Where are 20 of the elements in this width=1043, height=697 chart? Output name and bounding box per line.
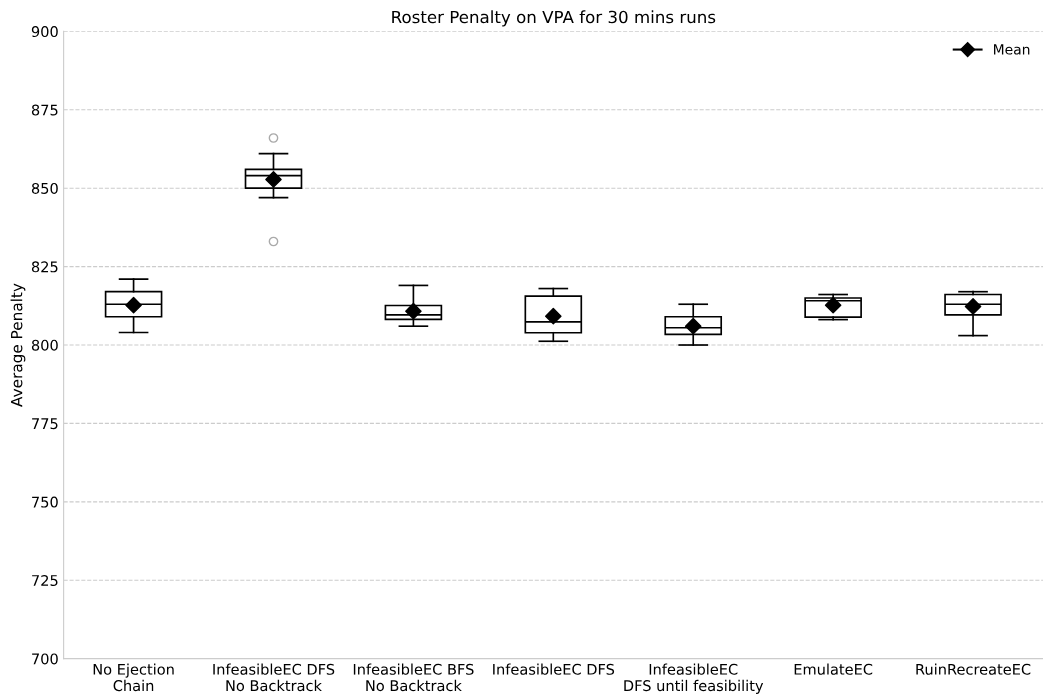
chart-title: Roster Penalty on VPA for 30 mins runs [392, 10, 716, 27]
y-tick-label: 875 [31, 104, 58, 116]
y-axis-title: Average Penalty [10, 283, 26, 407]
y-tick-label: 850 [31, 182, 58, 194]
x-tick-label: InfeasibleEC DFS until feasibility [624, 663, 764, 694]
y-tick-label: 900 [31, 26, 58, 38]
x-tick-label: EmulateEC [794, 663, 873, 675]
legend-label: Mean [994, 44, 1030, 55]
x-tick-label: No Ejection Chain [93, 663, 174, 692]
x-tick-label: InfeasibleEC DFS No Backtrack [213, 663, 335, 692]
x-tick-label: RuinRecreateEC [916, 663, 1031, 675]
point [405, 302, 422, 320]
y-tick-label: 750 [32, 496, 58, 508]
y-tick-label: 800 [31, 339, 58, 351]
y-tick-label: 700 [32, 653, 58, 665]
y-tick-label: 775 [32, 418, 58, 430]
y-tick-label: 725 [32, 574, 58, 586]
x-tick-label: InfeasibleEC BFS No Backtrack [353, 663, 474, 692]
y-tick-label: 825 [31, 261, 58, 273]
x-tick-label: InfeasibleEC DFS [493, 663, 615, 675]
